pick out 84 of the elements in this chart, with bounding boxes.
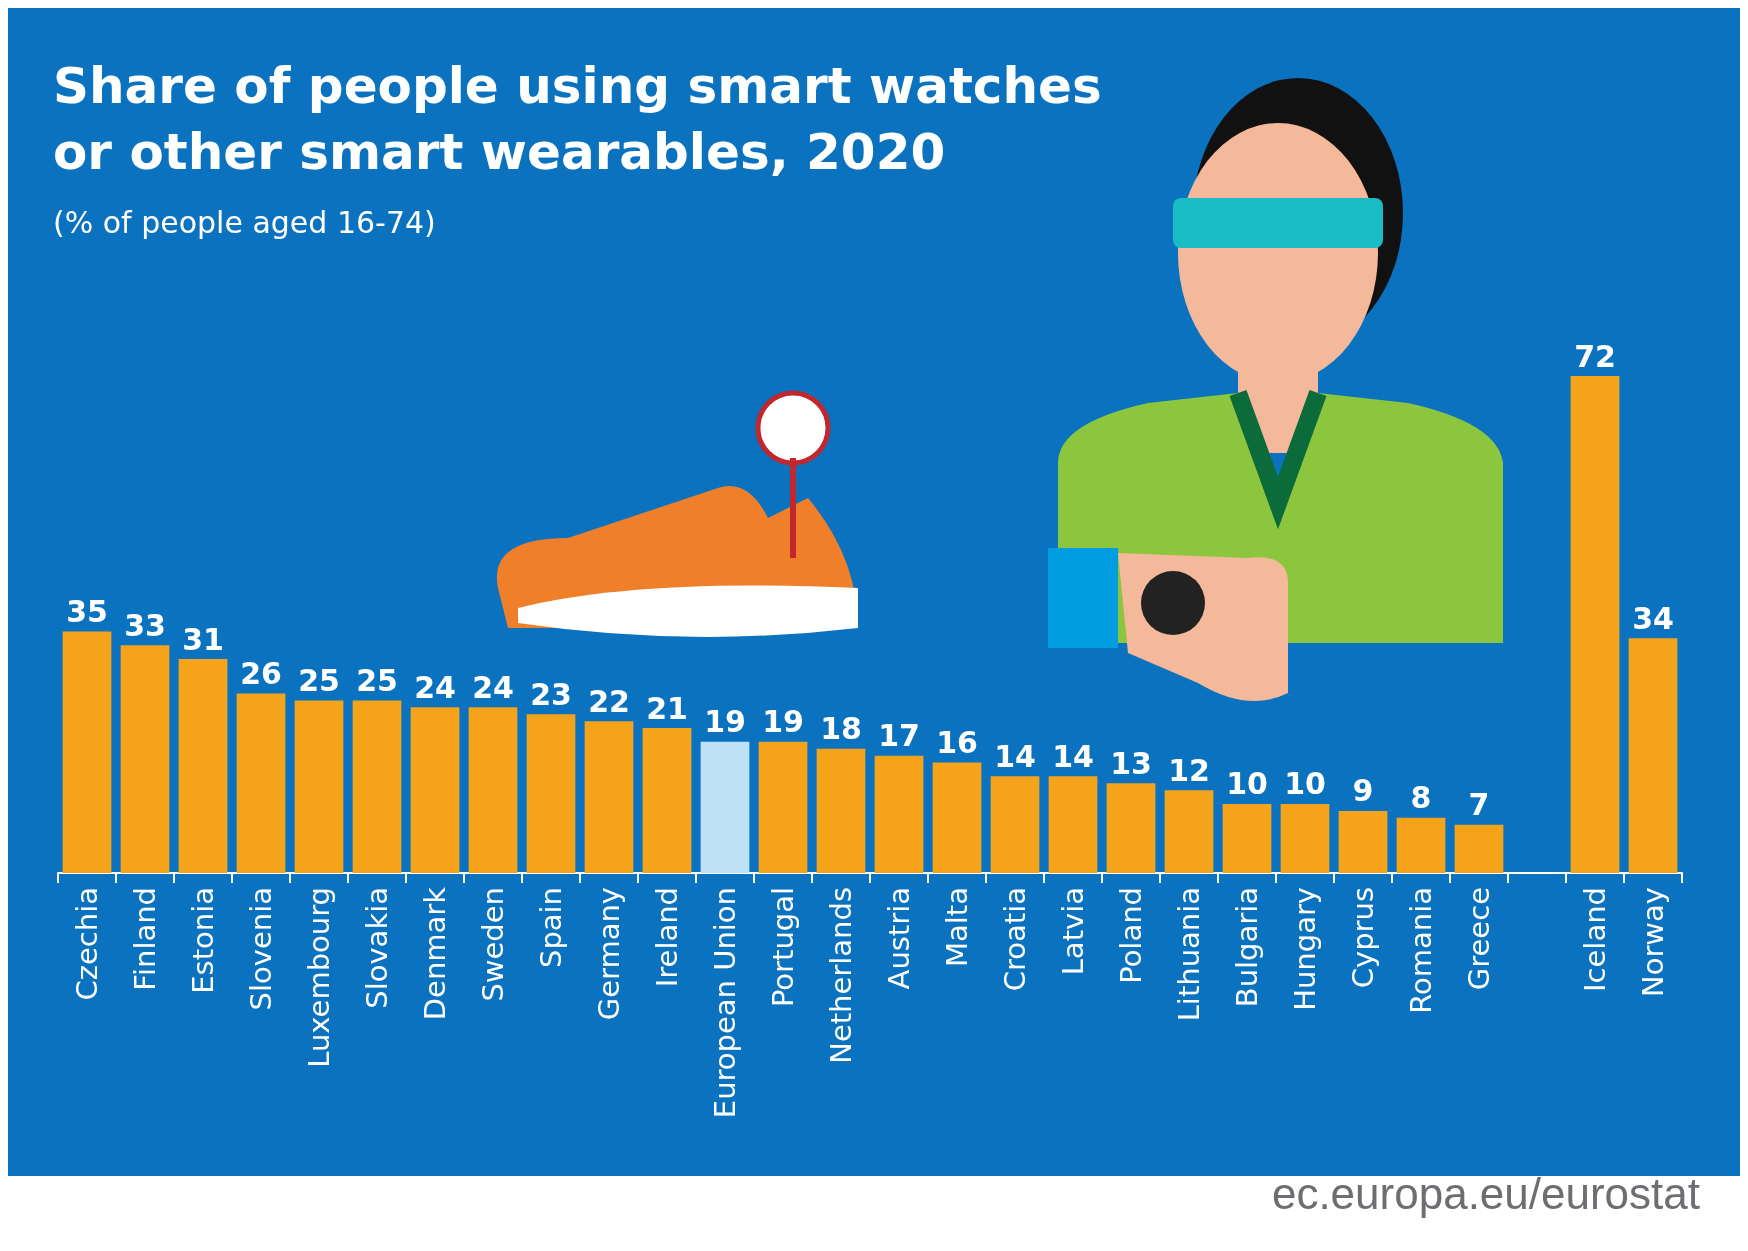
bar xyxy=(526,714,576,873)
bar xyxy=(1396,817,1446,873)
x-tick-label: Cyprus xyxy=(1346,887,1380,989)
data-label: 35 xyxy=(66,593,108,629)
x-tick-label: Germany xyxy=(592,887,626,1021)
x-tick-label: Finland xyxy=(128,887,162,991)
data-label: 72 xyxy=(1574,338,1616,374)
data-label: 19 xyxy=(704,704,746,740)
bar xyxy=(352,700,402,873)
bar xyxy=(700,741,750,873)
data-label: 24 xyxy=(472,669,514,705)
bar xyxy=(642,728,692,873)
x-tick-label: Iceland xyxy=(1578,887,1612,992)
chart-title: Share of people using smart watches or other smart wearables, 2020 xyxy=(53,57,1102,181)
x-tick-label: Slovakia xyxy=(360,887,394,1009)
x-tick-label: Lithuania xyxy=(1172,887,1206,1022)
bar xyxy=(1570,376,1620,873)
bar xyxy=(294,700,344,873)
data-label: 16 xyxy=(936,725,978,761)
x-tick-label: Denmark xyxy=(418,886,452,1021)
x-tick-label: European Union xyxy=(708,887,742,1119)
x-tick-label: Netherlands xyxy=(824,887,858,1064)
bar xyxy=(1106,783,1156,873)
bar xyxy=(62,631,112,873)
x-tick-label: Spain xyxy=(534,887,568,969)
bar xyxy=(1338,810,1388,873)
data-label: 12 xyxy=(1168,752,1210,788)
x-tick-label: Czechia xyxy=(70,887,104,1001)
data-label: 25 xyxy=(298,662,340,698)
data-label: 21 xyxy=(646,690,688,726)
data-label: 33 xyxy=(124,607,166,643)
bar xyxy=(468,707,518,873)
x-tick-label: Croatia xyxy=(998,887,1032,992)
bar xyxy=(1454,824,1504,873)
data-label: 7 xyxy=(1468,787,1490,823)
x-tick-label: Portugal xyxy=(766,887,800,1008)
x-tick-label: Estonia xyxy=(186,887,220,994)
data-label: 19 xyxy=(762,704,804,740)
data-label: 9 xyxy=(1352,773,1374,809)
text: ec.europa.eu/eurostat xyxy=(1271,1168,1700,1218)
bar xyxy=(120,645,170,873)
x-tick-label: Austria xyxy=(882,887,916,990)
bar xyxy=(1164,790,1214,873)
x-tick-label: Greece xyxy=(1462,887,1496,991)
bar xyxy=(1628,638,1678,873)
x-tick-label: Malta xyxy=(940,887,974,967)
data-label: 25 xyxy=(356,662,398,698)
x-tick-label: Sweden xyxy=(476,887,510,1002)
bar xyxy=(1280,803,1330,873)
bar xyxy=(584,721,634,873)
bar xyxy=(932,762,982,873)
data-label: 17 xyxy=(878,718,920,754)
data-label: 14 xyxy=(1052,738,1094,774)
x-tick-label: Luxembourg xyxy=(302,887,336,1068)
data-label: 10 xyxy=(1226,766,1268,802)
bar xyxy=(1222,803,1272,873)
bar xyxy=(758,741,808,873)
x-tick-label: Slovenia xyxy=(244,887,278,1011)
x-tick-label: Poland xyxy=(1114,887,1148,984)
bar xyxy=(410,707,460,873)
chart-subtitle: (% of people aged 16-74) xyxy=(53,204,436,240)
data-label: 13 xyxy=(1110,745,1152,781)
bar xyxy=(236,693,286,873)
data-label: 34 xyxy=(1632,600,1674,636)
data-label: 26 xyxy=(240,656,282,692)
bar xyxy=(1048,776,1098,873)
x-tick-label: Hungary xyxy=(1288,887,1322,1011)
data-label: 22 xyxy=(588,683,630,719)
bar xyxy=(990,776,1040,873)
bar xyxy=(874,755,924,873)
x-tick-label: Ireland xyxy=(650,887,684,988)
bar xyxy=(178,659,228,873)
data-label: 31 xyxy=(182,621,224,657)
x-tick-label: Latvia xyxy=(1056,887,1090,976)
x-tick-label: Norway xyxy=(1636,887,1670,998)
data-label: 10 xyxy=(1284,766,1326,802)
x-tick-label: Romania xyxy=(1404,887,1438,1014)
data-label: 23 xyxy=(530,676,572,712)
data-label: 14 xyxy=(994,738,1036,774)
bar xyxy=(816,748,866,873)
data-label: 18 xyxy=(820,711,862,747)
data-label: 8 xyxy=(1410,780,1432,816)
x-tick-label: Bulgaria xyxy=(1230,887,1264,1008)
data-label: 24 xyxy=(414,669,456,705)
